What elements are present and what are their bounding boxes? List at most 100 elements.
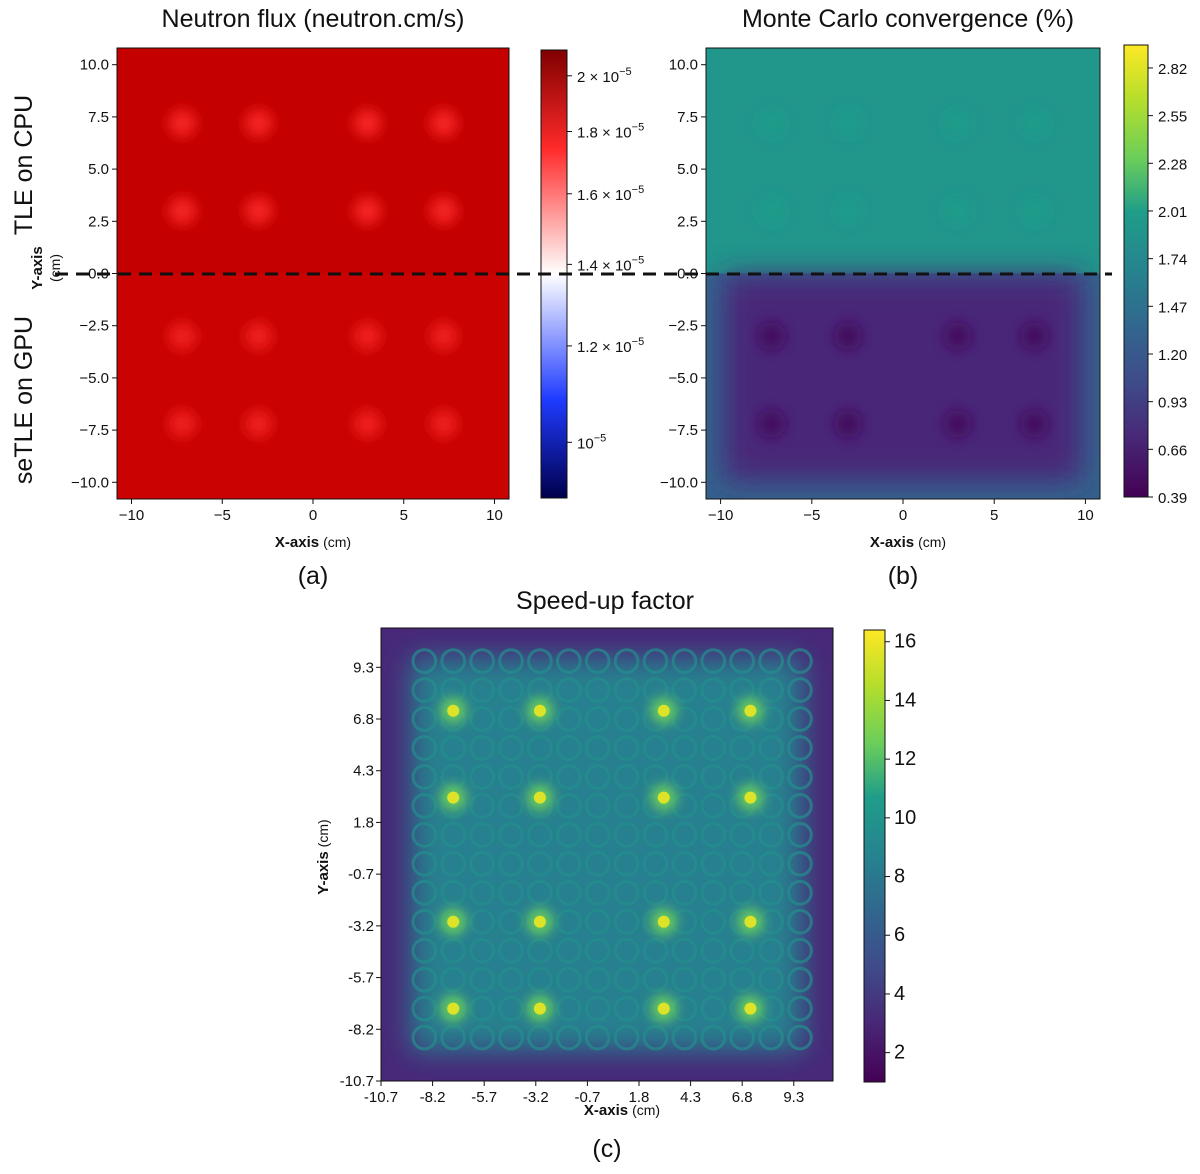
- panel-c-x-ticks: -10.7 -8.2 -5.7 -3.2 -0.7 1.8 4.3 6.8 9.3: [364, 1081, 804, 1106]
- panel-c-pin-ring: [469, 764, 495, 790]
- panel-a-x-tick-label: 10: [486, 507, 503, 524]
- panel-a-y-ticks: 10.07.55.02.50.0−2.5−5.0−7.5−10.0: [71, 57, 117, 491]
- panel-c-pin-ring: [729, 821, 756, 848]
- panel-c-pin-ring: [700, 850, 727, 877]
- panel-c-pin-ring: [555, 879, 582, 906]
- panel-a-x-tick-label: 5: [400, 507, 408, 524]
- panel-c-pin-ring: [527, 821, 553, 848]
- panel-c-pin-ring: [787, 706, 813, 732]
- panel-c-pin-ring: [671, 879, 698, 906]
- panel-a-y-tick-label: 5.0: [88, 161, 109, 178]
- panel-c-pin-ring: [469, 937, 495, 964]
- panel-c-pin-ring: [758, 735, 784, 761]
- panel-c-hot-spot: [447, 1002, 460, 1015]
- panel-c-hot-spot: [447, 915, 460, 928]
- panel-c-pin-ring: [584, 677, 611, 703]
- panel-a-hot-spot: [429, 196, 458, 225]
- panel-a-colorbar-tick-label: 1.2 × 10−5: [577, 336, 644, 356]
- panel-c-pin-ring: [700, 648, 727, 674]
- panel-c-pin-ring: [527, 1024, 553, 1051]
- panel-c-x-tick-label: 9.3: [783, 1089, 804, 1106]
- panel-c-pin-ring: [555, 735, 582, 761]
- panel-c-hot-spot: [657, 704, 670, 717]
- panel-c-pin-ring: [584, 850, 611, 877]
- panel-c-pin-ring: [787, 821, 813, 848]
- panel-a-y-tick-label: −7.5: [79, 422, 109, 439]
- panel-c-pin-ring: [469, 966, 495, 993]
- panel-c-pin-ring: [642, 1024, 669, 1051]
- panel-c-pin-ring: [613, 850, 640, 877]
- panel-c-pin-ring: [671, 850, 698, 877]
- panel-b-y-tick-label: 2.5: [677, 213, 698, 230]
- panel-c-pin-ring: [411, 677, 438, 703]
- panel-c-x-tick-label: -8.2: [420, 1089, 446, 1106]
- panel-c-pin-ring: [555, 966, 582, 993]
- panel-c-pin-ring: [411, 995, 438, 1022]
- panel-c-pin-ring: [700, 966, 727, 993]
- panel-c-pin-ring: [440, 966, 467, 993]
- panel-c-pin-ring: [729, 966, 756, 993]
- panel-c-y-tick-label: 9.3: [353, 659, 374, 676]
- panel-c-pin-ring: [584, 648, 611, 674]
- panel-a-hot-spot: [168, 109, 197, 138]
- panel-a-heatmap: [116, 47, 510, 500]
- side-label-bottom: seTLE on GPU: [10, 316, 38, 484]
- panel-c-pin-ring: [411, 821, 438, 848]
- panel-c-pin-ring: [671, 966, 698, 993]
- panel-c-pin-ring: [758, 879, 784, 906]
- panel-c-hot-spot: [447, 704, 460, 717]
- panel-c-hot-spot: [533, 1002, 546, 1015]
- panel-b-x-tick-label: 0: [899, 507, 907, 524]
- panel-c-field-group: [381, 628, 833, 1081]
- panel-c-colorbar-tick-label: 8: [894, 866, 905, 888]
- panel-c-hot-spot: [533, 791, 546, 804]
- panel-a-hot-spot: [429, 109, 458, 138]
- panel-b-x-tick-label: 5: [990, 507, 998, 524]
- panel-a: Neutron flux (neutron.cm/s) −10 −5 0 5 10 10…: [71, 5, 644, 590]
- panel-b-field-group: [706, 48, 1100, 499]
- panel-b-heatmap: [705, 47, 1101, 500]
- panel-c-pin-ring: [555, 764, 582, 790]
- panel-c-pin-ring: [613, 706, 640, 732]
- panel-b-x-ticks: −10 −5 0 5 10: [708, 499, 1094, 524]
- shared-y-axis-unit: (cm): [47, 254, 63, 282]
- panel-c-pin-ring: [498, 966, 524, 993]
- panel-b-x-tick-label: −5: [803, 507, 820, 524]
- panel-c-hot-spot: [657, 791, 670, 804]
- panel-a-x-tick-label: −10: [119, 507, 144, 524]
- panel-a-colorbar-tick-label: 10−5: [577, 432, 606, 452]
- panel-c-pin-ring: [440, 821, 467, 848]
- panel-a-label: (a): [298, 562, 329, 590]
- panel-b-hot-spot: [757, 409, 786, 438]
- panel-c-pin-ring: [642, 937, 669, 964]
- panel-c-pin-ring: [758, 821, 784, 848]
- panel-c-pin-ring: [584, 995, 611, 1022]
- panel-c-pin-ring: [787, 735, 813, 761]
- panel-c-pin-ring: [758, 764, 784, 790]
- panel-b-x-tick-label: 10: [1077, 507, 1094, 524]
- panel-c-x-tick-label: 4.3: [680, 1089, 701, 1106]
- panel-b-hot-spot: [834, 196, 863, 225]
- panel-b-colorbar-tick-label: 2.28: [1158, 156, 1187, 173]
- panel-c-pin-ring: [758, 648, 784, 674]
- panel-c-pin-ring: [700, 735, 727, 761]
- panel-a-hot-spot: [244, 409, 273, 438]
- panel-c-pin-ring: [411, 966, 438, 993]
- panel-c-pin-ring: [642, 966, 669, 993]
- panel-c-pin-ring: [787, 879, 813, 906]
- panel-b-colorbar: 2.82 2.55 2.28 2.01 1.74 1.47 1.20 0.93 0.66 0.39: [1123, 44, 1187, 507]
- panel-c-pin-ring: [411, 735, 438, 761]
- panel-c-pin-ring: [469, 850, 495, 877]
- panel-a-y-tick-label: −5.0: [79, 370, 109, 387]
- panel-c-pin-ring: [613, 821, 640, 848]
- panel-a-x-tick-label: −5: [214, 507, 231, 524]
- panel-c-title: Speed-up factor: [516, 587, 694, 615]
- panel-c-colorbar-tick-label: 14: [894, 689, 916, 711]
- panel-c-pin-ring: [671, 677, 698, 703]
- panel-a-hot-spot: [244, 196, 273, 225]
- panel-c-pin-ring: [729, 850, 756, 877]
- panel-c-pin-ring: [498, 793, 524, 819]
- panel-c-pin-ring: [440, 879, 467, 906]
- panel-c-pin-ring: [787, 908, 813, 935]
- panel-c-pin-ring: [642, 879, 669, 906]
